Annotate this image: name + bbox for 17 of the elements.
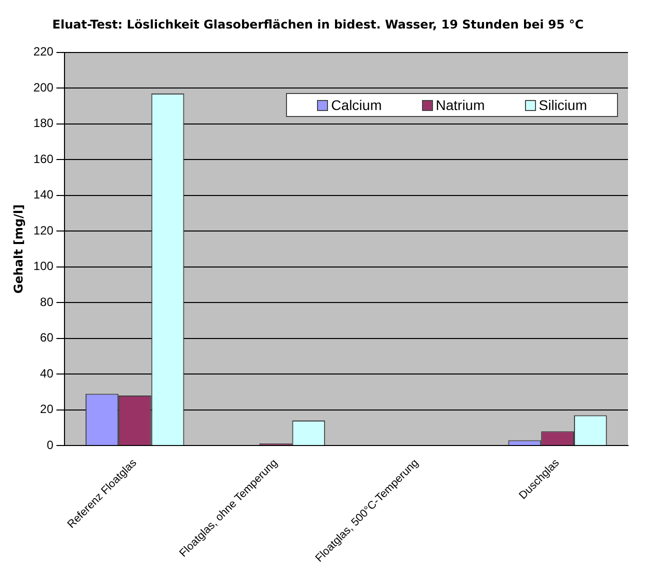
- y-axis-title: Gehalt [mg/l]: [11, 204, 26, 294]
- legend-label: Calcium: [331, 97, 382, 113]
- y-tick-label: 160: [33, 152, 54, 166]
- y-tick-label: 100: [33, 259, 54, 274]
- legend-label: Silicium: [538, 97, 587, 113]
- y-tick-label: 200: [33, 80, 54, 94]
- y-tick-label: 0: [46, 438, 54, 452]
- y-tick-label: 120: [33, 223, 54, 238]
- y-tick-label: 140: [33, 188, 54, 202]
- y-tick-label: 220: [33, 44, 54, 59]
- y-tick-label: 40: [40, 366, 54, 380]
- y-tick-label: 180: [33, 116, 54, 130]
- y-tick-label: 80: [40, 294, 54, 309]
- y-tick-label: 20: [40, 402, 54, 416]
- legend-label: Natrium: [436, 97, 485, 113]
- chart-title: Eluat-Test: Löslichkeit Glasoberflächen in bidest. Wasser, 19 Stunden bei 95 °C: [52, 17, 584, 32]
- y-tick-label: 60: [40, 330, 54, 345]
